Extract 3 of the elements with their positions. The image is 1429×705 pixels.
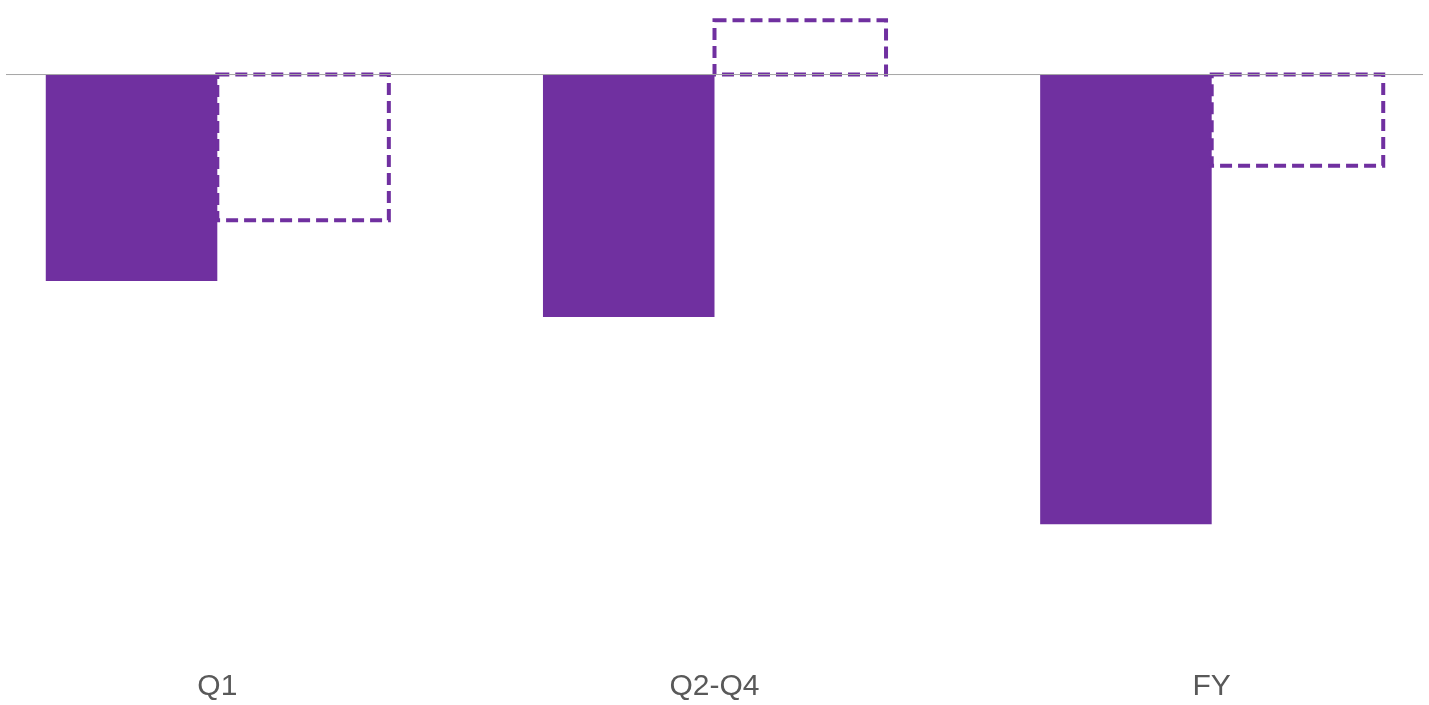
x-tick-label: Q2-Q4	[669, 667, 760, 701]
x-tick-label: Q1	[197, 667, 238, 701]
x-tick-label: FY	[1192, 667, 1231, 701]
